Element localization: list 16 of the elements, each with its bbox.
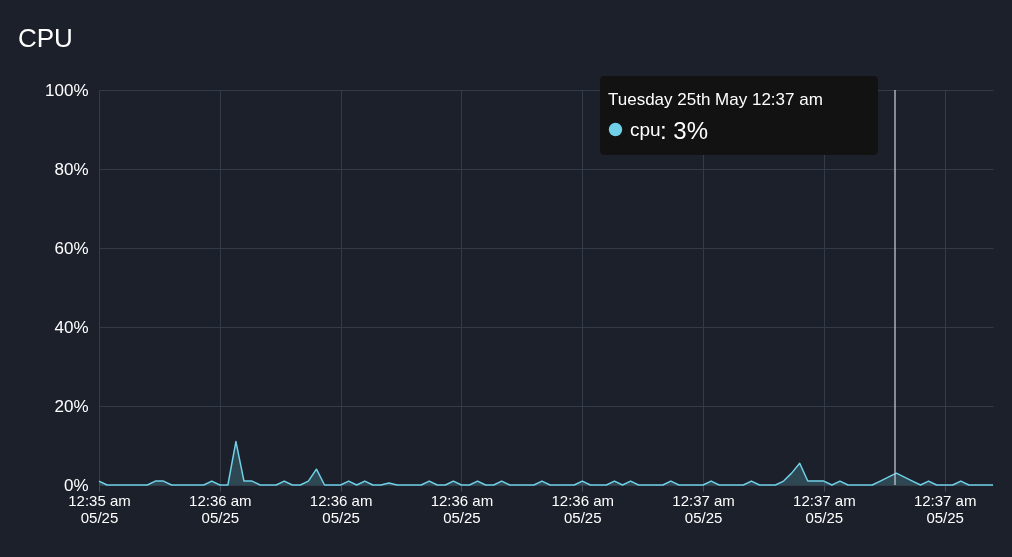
legend-label: cpu	[630, 118, 661, 140]
x-tick-label: 12:37 am 05/25	[793, 491, 856, 526]
x-tick-label: 12:36 am 05/25	[430, 491, 494, 526]
y-tick-label: 40%	[54, 317, 89, 337]
annotation: Tuesday 25th May 12:37 am	[608, 90, 823, 109]
x-tick-label: 12:36 am 05/25	[189, 491, 252, 526]
chart-title: CPU	[18, 23, 73, 53]
y-tick-label: 20%	[54, 396, 89, 416]
x-tick-label: 12:36 am 05/25	[551, 491, 615, 526]
annotation: : 3%	[660, 117, 709, 144]
y-tick-label: 60%	[54, 238, 89, 258]
y-tick-label: 100%	[45, 80, 89, 100]
x-tick-label: 12:37 am 05/25	[913, 491, 977, 526]
x-tick-label: 12:37 am 05/25	[672, 491, 735, 526]
x-tick-label: 12:36 am 05/25	[309, 491, 373, 526]
y-tick-label: 80%	[54, 159, 89, 179]
